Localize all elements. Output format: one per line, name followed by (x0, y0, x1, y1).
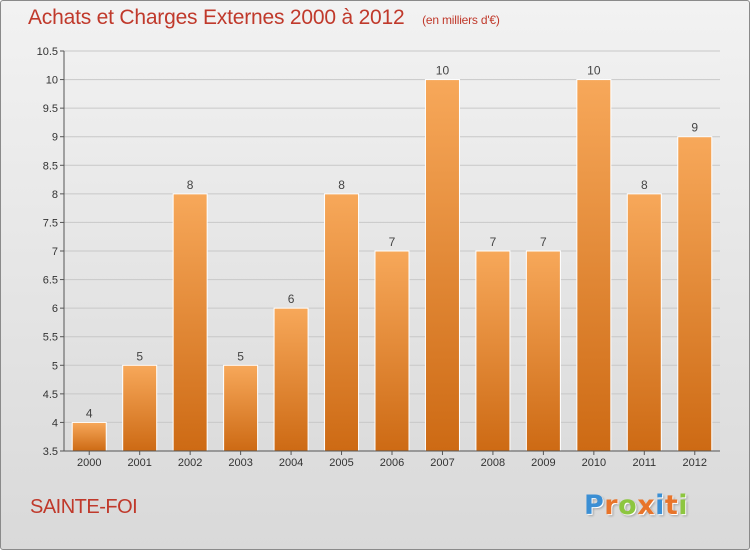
y-tick-label: 8.5 (43, 160, 58, 172)
x-tick-label: 2005 (329, 457, 353, 469)
x-tick-label: 2004 (279, 457, 303, 469)
bar-2010 (576, 79, 612, 452)
y-tick-label: 9 (52, 132, 58, 144)
data-label: 5 (237, 349, 244, 363)
data-label: 9 (691, 121, 698, 135)
bar-2003 (223, 364, 259, 452)
x-tick-label: 2000 (77, 457, 101, 469)
data-label: 4 (86, 406, 93, 420)
y-tick-label: 10.5 (37, 46, 58, 58)
x-tick-label: 2011 (632, 457, 656, 469)
x-tick-label: 2006 (380, 457, 404, 469)
data-label: 10 (587, 64, 601, 78)
bar-2002 (172, 193, 208, 452)
chart-title: Achats et Charges Externes 2000 à 2012 (… (28, 6, 500, 30)
data-label: 7 (490, 235, 497, 249)
x-tick-label: 2012 (683, 457, 707, 469)
chart-title-text: Achats et Charges Externes 2000 à 2012 (28, 6, 405, 29)
y-tick-label: 4 (52, 417, 58, 429)
bar-2011 (626, 193, 662, 452)
x-tick-label: 2002 (178, 457, 202, 469)
y-tick-label: 7 (52, 246, 58, 258)
y-tick-label: 10 (46, 75, 58, 87)
data-label: 8 (641, 178, 648, 192)
bar-2001 (122, 364, 158, 452)
bar-2008 (475, 250, 511, 452)
data-label: 8 (187, 178, 194, 192)
y-tick-label: 9.5 (43, 103, 58, 115)
logo-letter: r (604, 490, 619, 521)
y-tick-label: 5.5 (43, 332, 58, 344)
data-label: 6 (288, 292, 295, 306)
y-tick-label: 4.5 (43, 389, 58, 401)
logo-letter: t (664, 490, 679, 521)
y-tick-label: 6.5 (43, 275, 58, 287)
y-tick-label: 5 (52, 360, 58, 372)
data-label: 10 (436, 64, 450, 78)
bar-2000 (71, 421, 107, 452)
x-tick-label: 2001 (127, 457, 151, 469)
bar-2004 (273, 307, 309, 452)
bar-2007 (424, 79, 460, 452)
bar-2005 (324, 193, 360, 452)
y-tick-label: 7.5 (43, 217, 58, 229)
bar-2009 (525, 250, 561, 452)
logo-letter: x (637, 490, 656, 521)
y-tick-label: 3.5 (43, 446, 58, 458)
labels: 3.5 4 4.5 5 5.5 6 6.5 7 7.5 8 8.5 9 9.5 10 10.5 4 2000 5 2… (37, 46, 707, 469)
bar-2012 (677, 136, 713, 452)
x-tick-label: 2008 (481, 457, 505, 469)
x-tick-label: 2003 (228, 457, 252, 469)
bar-2006 (374, 250, 410, 452)
proxiti-logo: Proxiti (584, 490, 688, 521)
axes (60, 50, 720, 455)
logo-letter: i (678, 490, 689, 521)
data-label: 7 (389, 235, 396, 249)
data-label: 7 (540, 235, 547, 249)
chart-subtitle: (en milliers d'€) (422, 13, 500, 27)
y-tick-label: 6 (52, 303, 58, 315)
x-tick-label: 2010 (582, 457, 606, 469)
data-label: 8 (338, 178, 345, 192)
x-tick-label: 2007 (430, 457, 454, 469)
y-tick-label: 8 (52, 189, 58, 201)
logo-letter: i (655, 490, 665, 521)
logo-letter: P (584, 490, 605, 521)
location-label: SAINTE-FOI (30, 496, 138, 518)
data-label: 5 (136, 349, 143, 363)
x-tick-label: 2009 (531, 457, 555, 469)
logo-letter: o (618, 490, 638, 521)
